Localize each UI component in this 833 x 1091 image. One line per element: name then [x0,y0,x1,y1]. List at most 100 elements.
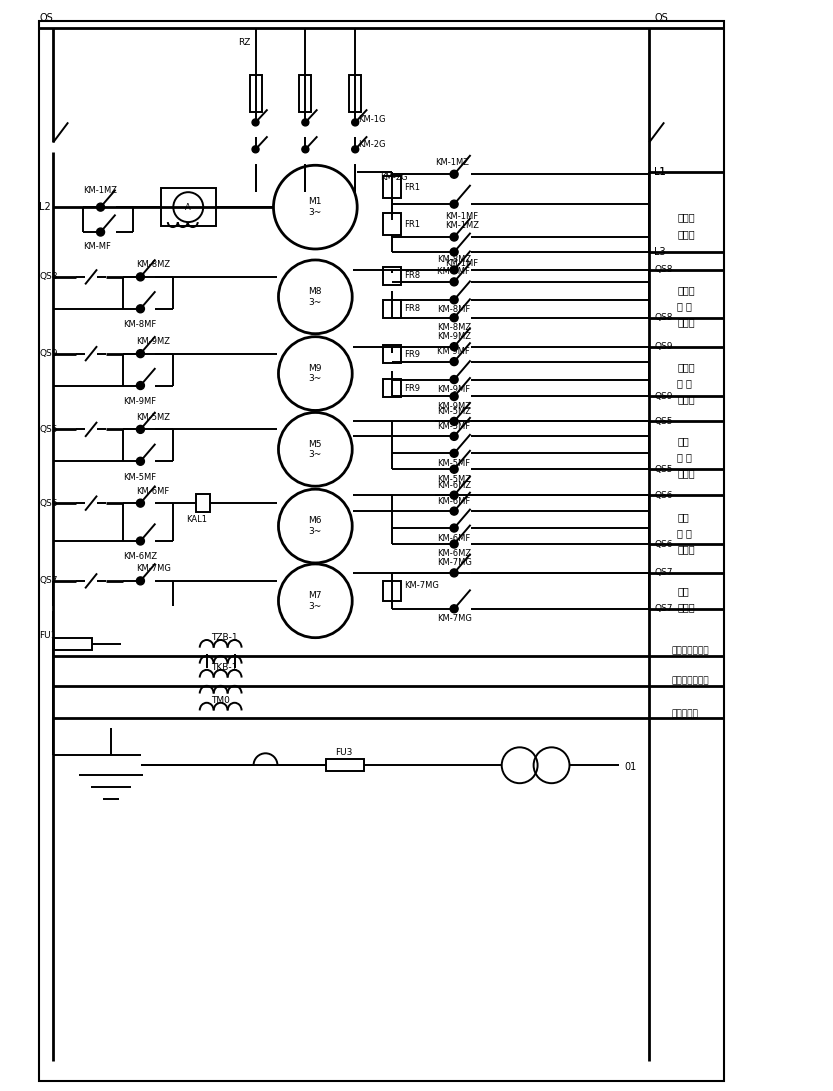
Text: QS9: QS9 [654,392,673,401]
Bar [383,177,401,199]
Text: FR8: FR8 [404,272,420,280]
Text: KM-5MF: KM-5MF [437,422,470,431]
Text: 夹 紧: 夹 紧 [677,528,692,538]
Circle shape [450,296,458,303]
Text: 01: 01 [624,763,636,772]
Text: QS8: QS8 [654,313,673,322]
Text: QS9: QS9 [39,349,57,358]
Text: A: A [186,203,191,212]
Circle shape [302,119,309,125]
Circle shape [352,146,359,153]
Circle shape [450,358,458,365]
Text: 进 给: 进 给 [677,301,692,311]
Circle shape [450,266,458,274]
Text: KM-6MZ: KM-6MZ [437,550,471,559]
Circle shape [450,524,458,532]
Text: 控制降压变压器: 控制降压变压器 [671,676,709,685]
Text: M8
3~: M8 3~ [308,287,322,307]
Text: M1
3~: M1 3~ [308,197,322,217]
Text: 右刀架: 右刀架 [677,362,695,373]
Text: M6
3~: M6 3~ [308,516,322,536]
Text: 馒架: 馒架 [677,436,689,446]
Circle shape [137,304,144,313]
Circle shape [450,200,458,208]
Circle shape [450,393,458,400]
Text: KM-7MG: KM-7MG [404,582,439,590]
Text: KM-9MZ: KM-9MZ [136,337,170,346]
Text: 电动机: 电动机 [677,468,695,478]
Circle shape [450,432,458,441]
Bar [383,213,401,235]
Circle shape [450,343,458,350]
Text: QS7: QS7 [39,576,57,586]
Bar [383,345,401,363]
Text: 电动机: 电动机 [677,316,695,326]
Bar [349,74,362,112]
Text: KM-5MZ: KM-5MZ [437,475,471,483]
Bar [383,267,401,285]
Text: TM0: TM0 [211,696,230,705]
Bar [383,300,401,317]
Text: KAL1: KAL1 [186,515,207,524]
Text: 左刀架: 左刀架 [677,285,695,295]
Text: QS7: QS7 [654,568,673,577]
Text: KM-5MF: KM-5MF [123,472,156,482]
Text: KM-1MF: KM-1MF [445,260,478,268]
Circle shape [137,425,144,433]
Text: 电动机: 电动机 [677,395,695,405]
Text: L2: L2 [39,202,51,212]
Circle shape [137,577,144,585]
Circle shape [97,203,105,212]
Circle shape [352,119,359,125]
Text: 主推动: 主推动 [677,212,695,223]
Text: KM-7MG: KM-7MG [437,559,471,567]
Text: KM-8MZ: KM-8MZ [437,323,471,333]
Text: QS5: QS5 [654,465,673,473]
Circle shape [450,604,458,613]
Circle shape [137,457,144,465]
Text: KM-5MZ: KM-5MZ [437,407,471,416]
Bar [196,494,210,512]
Text: KM-8MZ: KM-8MZ [437,255,471,264]
Text: QS6: QS6 [654,491,673,500]
Bar [383,379,401,397]
Text: KM-1MZ: KM-1MZ [435,158,469,167]
Text: L1: L1 [654,167,666,177]
Circle shape [450,449,458,457]
Circle shape [137,500,144,507]
Text: KM 8MF: KM 8MF [437,267,470,276]
Circle shape [450,465,458,473]
Text: QS5: QS5 [654,417,673,425]
Text: KM-8MZ: KM-8MZ [136,261,170,269]
Text: KM-7MG: KM-7MG [136,564,171,574]
Circle shape [252,119,259,125]
Text: TKB-1: TKB-1 [211,663,237,672]
Text: KM-6MZ: KM-6MZ [437,481,471,490]
Circle shape [450,314,458,322]
Text: KM-7MG: KM-7MG [437,614,471,623]
Circle shape [450,170,458,178]
Circle shape [252,146,259,153]
Bar [250,74,262,112]
Text: KM-8MF: KM-8MF [437,305,470,314]
Text: KM-5MZ: KM-5MZ [136,412,170,422]
Text: QS5: QS5 [39,424,57,434]
Text: 馒架: 馒架 [677,512,689,523]
Text: QS9: QS9 [654,343,673,351]
Text: QS7: QS7 [654,604,673,613]
Circle shape [137,537,144,546]
Text: KM-6MF: KM-6MF [437,496,470,505]
Text: QS: QS [39,13,53,23]
Text: QS8: QS8 [39,273,57,281]
Text: 直流电源变压器: 直流电源变压器 [671,646,709,656]
Circle shape [302,146,309,153]
Text: KM-9MZ: KM-9MZ [437,401,471,411]
Circle shape [450,233,458,241]
Text: L1: L1 [654,167,666,177]
Circle shape [97,228,105,236]
Text: QS6: QS6 [39,499,57,507]
Text: M9
3~: M9 3~ [308,364,322,383]
Text: KM-5MF: KM-5MF [437,459,470,468]
Text: RZ: RZ [238,38,251,47]
Text: FU1: FU1 [39,632,57,640]
